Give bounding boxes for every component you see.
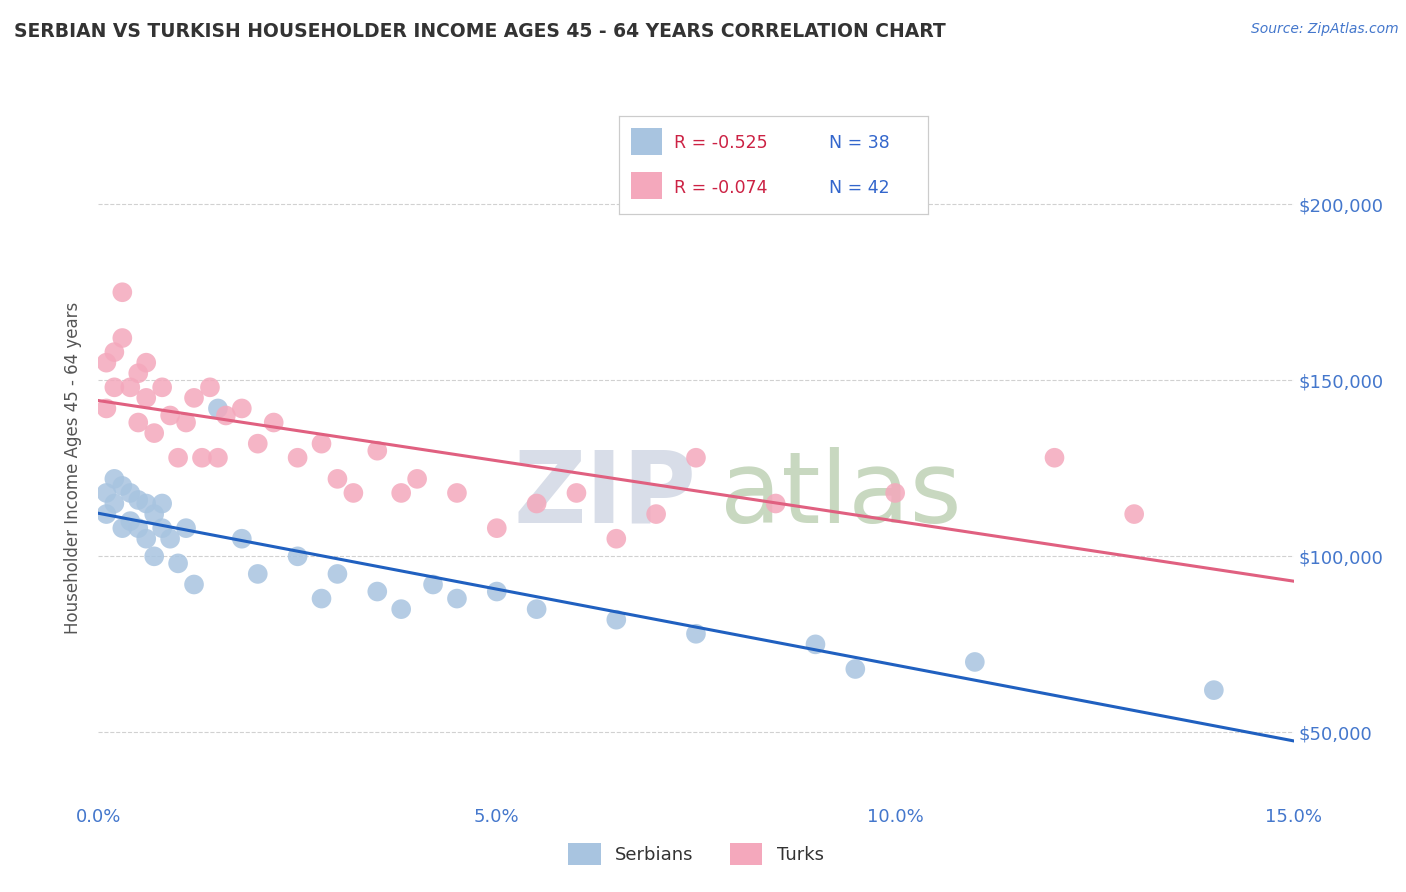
Point (231, 401, 253, 416)
Point (198, 380, 221, 394)
Point (150, 380, 173, 394)
Point (605, 613, 627, 627)
Point (645, 507, 668, 521)
Point (127, 416, 149, 430)
Point (135, 532, 157, 546)
Point (111, 331, 134, 345)
Point (120, 486, 142, 500)
Point (326, 472, 349, 486)
Point (135, 496, 157, 510)
Text: atlas: atlas (720, 447, 962, 543)
Point (1123, 507, 1146, 521)
Bar (631, 128, 662, 155)
Point (311, 436, 333, 450)
Point (844, 662, 866, 676)
Point (804, 637, 827, 651)
Point (127, 493, 149, 508)
Point (215, 409, 238, 423)
Point (159, 532, 181, 546)
Point (446, 486, 468, 500)
Point (246, 566, 269, 581)
Point (526, 496, 548, 510)
Point (366, 584, 388, 599)
Point (135, 391, 157, 405)
Point (135, 356, 157, 370)
Point (263, 416, 285, 430)
Bar (631, 172, 662, 200)
Point (287, 549, 309, 564)
Point (96, 486, 118, 500)
Point (183, 391, 205, 405)
Point (326, 566, 349, 581)
Point (96, 401, 118, 416)
Point (685, 450, 707, 465)
Point (1202, 683, 1225, 698)
Point (111, 479, 134, 493)
Text: ZIP: ZIP (513, 447, 696, 543)
Point (103, 496, 125, 510)
Point (103, 380, 125, 394)
Point (143, 549, 166, 564)
Point (96, 507, 118, 521)
Point (143, 426, 166, 441)
Y-axis label: Householder Income Ages 45 - 64 years: Householder Income Ages 45 - 64 years (65, 302, 83, 634)
Point (111, 285, 134, 300)
Text: SERBIAN VS TURKISH HOUSEHOLDER INCOME AGES 45 - 64 YEARS CORRELATION CHART: SERBIAN VS TURKISH HOUSEHOLDER INCOME AG… (14, 22, 946, 41)
Legend: Serbians, Turks: Serbians, Turks (560, 834, 832, 874)
Point (311, 591, 333, 606)
Point (183, 577, 205, 591)
Point (159, 409, 181, 423)
Text: R = -0.074: R = -0.074 (675, 178, 768, 196)
Point (103, 345, 125, 359)
Point (103, 472, 125, 486)
Point (605, 532, 627, 546)
Point (342, 486, 364, 500)
Point (120, 514, 142, 528)
Point (150, 521, 173, 535)
Text: N = 42: N = 42 (830, 178, 890, 196)
Point (485, 584, 508, 599)
Text: N = 38: N = 38 (830, 135, 890, 153)
Point (167, 557, 190, 571)
Point (287, 450, 309, 465)
Point (884, 486, 907, 500)
Point (963, 655, 986, 669)
Text: Source: ZipAtlas.com: Source: ZipAtlas.com (1251, 22, 1399, 37)
Point (127, 366, 149, 380)
Point (446, 591, 468, 606)
Point (246, 436, 269, 450)
Text: R = -0.525: R = -0.525 (675, 135, 768, 153)
Point (191, 450, 214, 465)
Point (174, 416, 197, 430)
Point (174, 521, 197, 535)
Point (231, 532, 253, 546)
Point (120, 380, 142, 394)
Point (685, 627, 707, 641)
Point (389, 602, 412, 616)
Point (1043, 450, 1066, 465)
Point (143, 507, 166, 521)
Point (765, 496, 787, 510)
Point (366, 443, 388, 458)
Point (565, 486, 588, 500)
Point (485, 521, 508, 535)
Point (422, 577, 444, 591)
Point (150, 496, 173, 510)
Point (167, 450, 190, 465)
Point (406, 472, 429, 486)
Point (526, 602, 548, 616)
Point (389, 486, 412, 500)
Point (207, 450, 229, 465)
Point (127, 521, 149, 535)
Point (207, 401, 229, 416)
Point (111, 521, 134, 535)
Point (96, 356, 118, 370)
